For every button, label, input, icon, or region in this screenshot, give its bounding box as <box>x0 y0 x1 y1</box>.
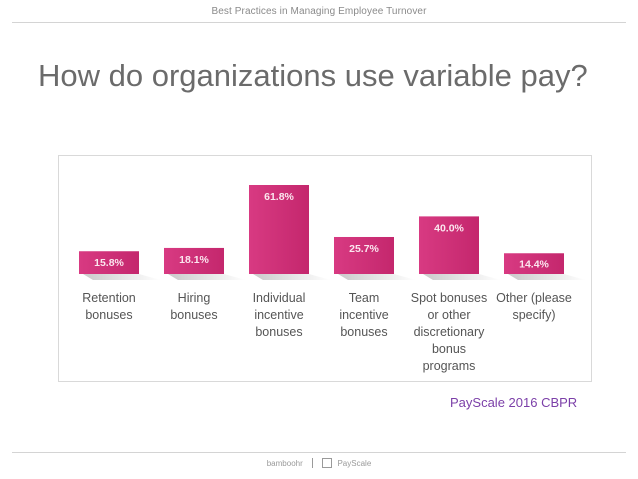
category-label-line: Other (please <box>496 291 572 305</box>
bar-value-label-2: 61.8% <box>264 191 294 203</box>
category-label-line: specify) <box>512 308 556 322</box>
payscale-logo: PayScale <box>337 458 372 468</box>
category-label-line: incentive <box>254 308 304 322</box>
bar-3 <box>334 236 394 274</box>
category-label-line: bonuses <box>170 308 218 322</box>
bar-shadow <box>508 274 586 280</box>
category-label-4: Spot bonuses or other discretionary bonus pr… <box>406 290 492 375</box>
bar-shadow <box>253 274 331 280</box>
category-label-2: Individual incentive bonuses <box>236 290 322 341</box>
category-label-line: Team <box>348 291 380 305</box>
top-divider <box>12 22 626 23</box>
category-label-1: Hiring bonuses <box>151 290 237 324</box>
bar-value-label-0: 15.8% <box>94 257 124 269</box>
bar-value-label-3: 25.7% <box>349 243 379 255</box>
bottom-divider <box>12 452 626 453</box>
bar-shadow <box>338 274 416 280</box>
deck-header-title: Best Practices in Managing Employee Turn… <box>211 6 427 17</box>
bar-shadow <box>83 274 161 280</box>
category-label-5: Other (please specify) <box>491 290 577 324</box>
category-label-line: incentive <box>339 308 389 322</box>
payscale-icon <box>322 458 333 468</box>
bar-4 <box>419 216 479 274</box>
bar-chart: 15.8% 18.1% 61.8% 25.7% 40.0% 14.4% Retention… <box>58 155 592 382</box>
bar-1 <box>164 247 224 274</box>
bar-shadow <box>168 274 246 280</box>
bar-value-label-4: 40.0% <box>434 222 464 234</box>
bamboohr-logo: bamboohr <box>266 458 303 468</box>
bar-value-label-5: 14.4% <box>519 258 549 270</box>
category-label-line: programs <box>422 359 476 373</box>
bar-value-label-1: 18.1% <box>179 254 209 266</box>
category-label-0: Retention bonuses <box>66 290 152 324</box>
category-label-line: bonuses <box>255 325 303 339</box>
category-label-line: Hiring <box>177 291 211 305</box>
bar-5 <box>504 253 564 274</box>
category-label-line: bonuses <box>340 325 388 339</box>
bar-shadow <box>423 274 501 280</box>
category-label-line: bonus <box>431 342 467 356</box>
footer-logos: bamboohr PayScale <box>0 458 638 468</box>
category-label-3: Team incentive bonuses <box>321 290 407 341</box>
slide-title: How do organizations use variable pay? <box>38 58 588 93</box>
category-label-line: Individual <box>252 291 306 305</box>
bar-0 <box>79 251 139 274</box>
category-label-line: or other <box>427 308 471 322</box>
category-label-line: Spot bonuses <box>410 291 488 305</box>
source-link[interactable]: PayScale 2016 CBPR <box>450 395 578 410</box>
bar-chart-svg: 15.8% 18.1% 61.8% 25.7% 40.0% 14.4% <box>79 185 586 280</box>
category-label-line: Retention <box>82 291 136 305</box>
category-label-line: bonuses <box>85 308 133 322</box>
bar-2 <box>249 185 309 274</box>
category-label-line: discretionary <box>413 325 485 339</box>
logo-separator <box>312 458 313 468</box>
